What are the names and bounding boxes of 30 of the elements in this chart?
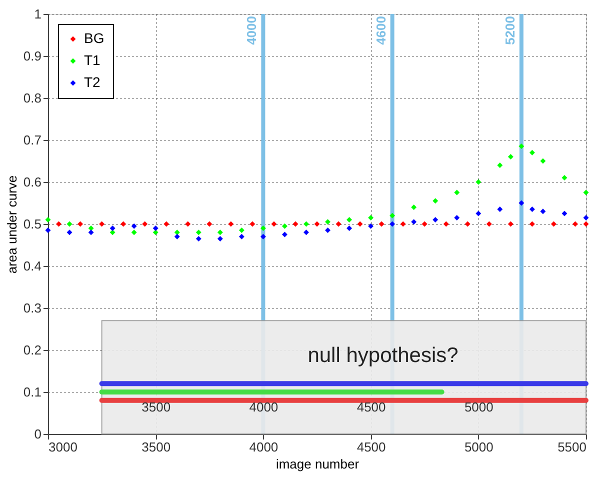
y-tick-label: 0.7 — [23, 132, 42, 148]
x-tick-label: 4000 — [249, 440, 278, 454]
x2-tick-label: 5000 — [464, 400, 494, 414]
y-tick-label: 0.1 — [23, 384, 42, 400]
x2-tick-label: 3500 — [142, 400, 171, 414]
annotation: null hypothesis? — [308, 344, 458, 367]
y-tick-label: 0.9 — [23, 48, 42, 64]
x-tick-label: 4500 — [356, 440, 386, 454]
y-tick-label: 0.6 — [23, 174, 42, 190]
legend-label: T2 — [84, 74, 101, 90]
x-tick-label: 3500 — [142, 440, 171, 454]
legend-label: T1 — [84, 52, 101, 68]
y-tick-label: 0.8 — [23, 90, 42, 106]
y-tick-label: 0.5 — [23, 216, 42, 232]
y-tick-label: 0.2 — [23, 342, 42, 358]
y-axis-title: area under curve — [4, 175, 20, 274]
y-tick-label: 0 — [34, 426, 42, 442]
ref-line-label: 4000 — [244, 16, 260, 45]
x2-tick-label: 4000 — [249, 400, 278, 414]
y-tick-label: 1 — [34, 6, 42, 22]
x-tick-label: 5500 — [558, 440, 586, 454]
x-tick-label: 5000 — [464, 440, 494, 454]
ref-line-label: 4600 — [373, 16, 388, 45]
y-tick-label: 0.4 — [23, 258, 42, 274]
x-tick-label: 3000 — [48, 440, 78, 454]
y-tick-label: 0.3 — [23, 300, 42, 316]
ref-line-label: 5200 — [502, 16, 518, 45]
x2-tick-label: 4500 — [356, 400, 386, 414]
legend-label: BG — [84, 30, 104, 46]
x-axis-title: image number — [276, 456, 360, 472]
